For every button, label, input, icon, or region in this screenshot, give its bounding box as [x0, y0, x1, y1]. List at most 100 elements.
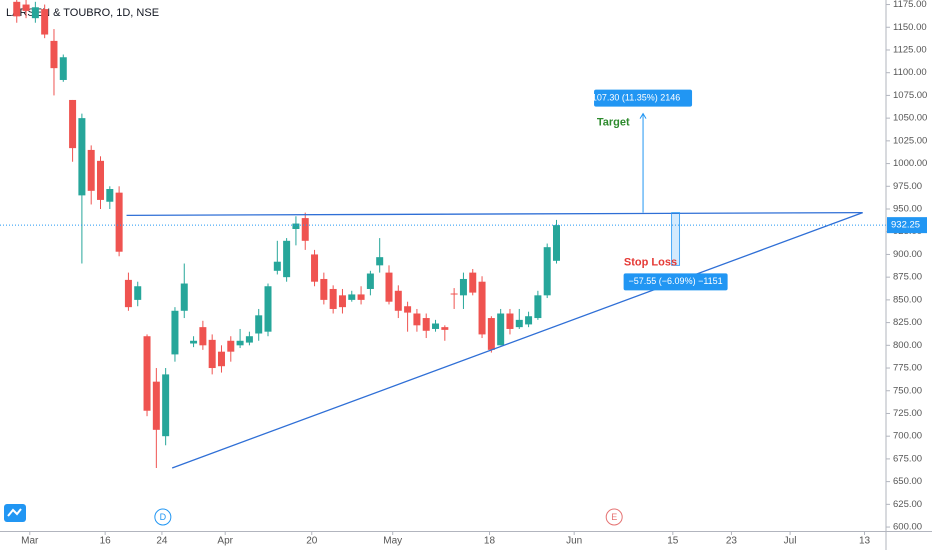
y-tick-label: 1125.00: [893, 44, 927, 55]
tradingview-logo: [4, 504, 26, 522]
y-tick-label: 975.00: [893, 181, 922, 192]
candle-body: [441, 327, 449, 330]
candle-body: [143, 336, 151, 411]
event-label: E: [611, 512, 617, 522]
y-tick-label: 950.00: [893, 204, 922, 215]
candle-body: [255, 315, 263, 334]
candle-body: [245, 336, 253, 343]
candle-body: [236, 340, 244, 346]
candle-body: [552, 225, 560, 261]
candle-body: [199, 327, 207, 346]
candle-body: [329, 288, 337, 309]
y-tick-label: 875.00: [893, 272, 922, 283]
candle-body: [41, 9, 49, 35]
candle-body: [385, 272, 393, 302]
candle-body: [134, 286, 142, 300]
annotation: Target: [597, 117, 630, 129]
candle-body: [217, 351, 225, 367]
candle-body: [487, 318, 495, 350]
logo-mark: [7, 508, 22, 517]
candle-body: [432, 323, 440, 329]
measure-label-box: [594, 89, 693, 107]
candle-body: [506, 313, 514, 329]
candle-body: [469, 272, 477, 293]
candle-body: [106, 189, 114, 202]
candle-body: [50, 40, 58, 69]
candle-body: [180, 283, 188, 311]
y-tick-label: 700.00: [893, 431, 922, 442]
y-tick-label: 625.00: [893, 499, 922, 510]
x-tick-label: Mar: [21, 536, 39, 547]
candle-body: [273, 261, 281, 271]
candle-body: [348, 294, 356, 300]
candle-body: [450, 293, 458, 295]
candle-body: [171, 310, 179, 355]
candle-body: [69, 99, 77, 149]
x-tick-label: Jul: [784, 536, 797, 547]
candle-body: [227, 340, 235, 352]
candle-body: [162, 374, 170, 437]
y-tick-label: 775.00: [893, 363, 922, 374]
candle-body: [311, 254, 319, 282]
candle-body: [338, 295, 346, 308]
x-tick-label: May: [383, 536, 402, 547]
y-tick-label: 675.00: [893, 453, 922, 464]
candle-body: [97, 160, 105, 200]
x-tick-label: 16: [100, 536, 112, 547]
measure-label-box: [623, 273, 728, 291]
candle-body: [22, 4, 30, 11]
last-price-box: [887, 217, 927, 234]
candle-body: [320, 278, 328, 300]
candle-body: [124, 279, 132, 308]
y-tick-label: 1100.00: [893, 67, 927, 78]
candle-body: [59, 57, 67, 80]
candle-body: [31, 7, 39, 19]
candle-body: [115, 192, 123, 252]
candle-body: [292, 223, 300, 229]
candle-body: [543, 247, 551, 296]
event-marker: [154, 508, 172, 526]
y-tick-label: 800.00: [893, 340, 922, 351]
annotation: Stop Loss: [624, 257, 677, 269]
measure-label: −57.55 (−6.09%) −1151: [629, 276, 723, 286]
y-tick-label: 725.00: [893, 408, 922, 419]
y-tick-label: 1050.00: [893, 113, 927, 124]
candle-body: [78, 118, 86, 196]
candle-body: [497, 313, 505, 346]
y-tick-label: 850.00: [893, 294, 922, 305]
measure-label: 107.30 (11.35%) 2146: [592, 92, 680, 102]
candle-body: [534, 295, 542, 319]
y-tick-label: 900.00: [893, 249, 922, 260]
y-tick-label: 1075.00: [893, 90, 927, 101]
x-tick-label: Apr: [217, 536, 233, 547]
candle-body: [376, 257, 384, 266]
last-price-label: 932.25: [891, 220, 920, 231]
candle-body: [13, 1, 21, 17]
x-tick-label: Jun: [566, 536, 582, 547]
x-tick-label: 15: [667, 536, 679, 547]
event-label: D: [160, 512, 167, 522]
candle-body: [283, 240, 291, 278]
candle-body: [404, 306, 412, 313]
x-tick-label: 20: [306, 536, 318, 547]
measure-range: [671, 212, 681, 266]
y-tick-label: 1150.00: [893, 22, 927, 33]
measure-arrow-head: [639, 112, 647, 119]
candle-body: [208, 339, 216, 369]
y-tick-label: 1025.00: [893, 135, 927, 146]
y-tick-label: 1175.00: [893, 0, 927, 10]
y-tick-label: 600.00: [893, 522, 922, 533]
candle-body: [422, 318, 430, 331]
x-tick-label: 24: [156, 536, 168, 547]
candle-body: [264, 286, 272, 332]
x-tick-label: 18: [484, 536, 496, 547]
event-marker: [605, 508, 623, 526]
candle-body: [413, 313, 421, 326]
trend-line: [126, 211, 863, 217]
x-tick-label: 13: [859, 536, 871, 547]
candle-body: [152, 381, 160, 430]
candle-body: [525, 316, 533, 325]
candle-body: [87, 149, 95, 191]
